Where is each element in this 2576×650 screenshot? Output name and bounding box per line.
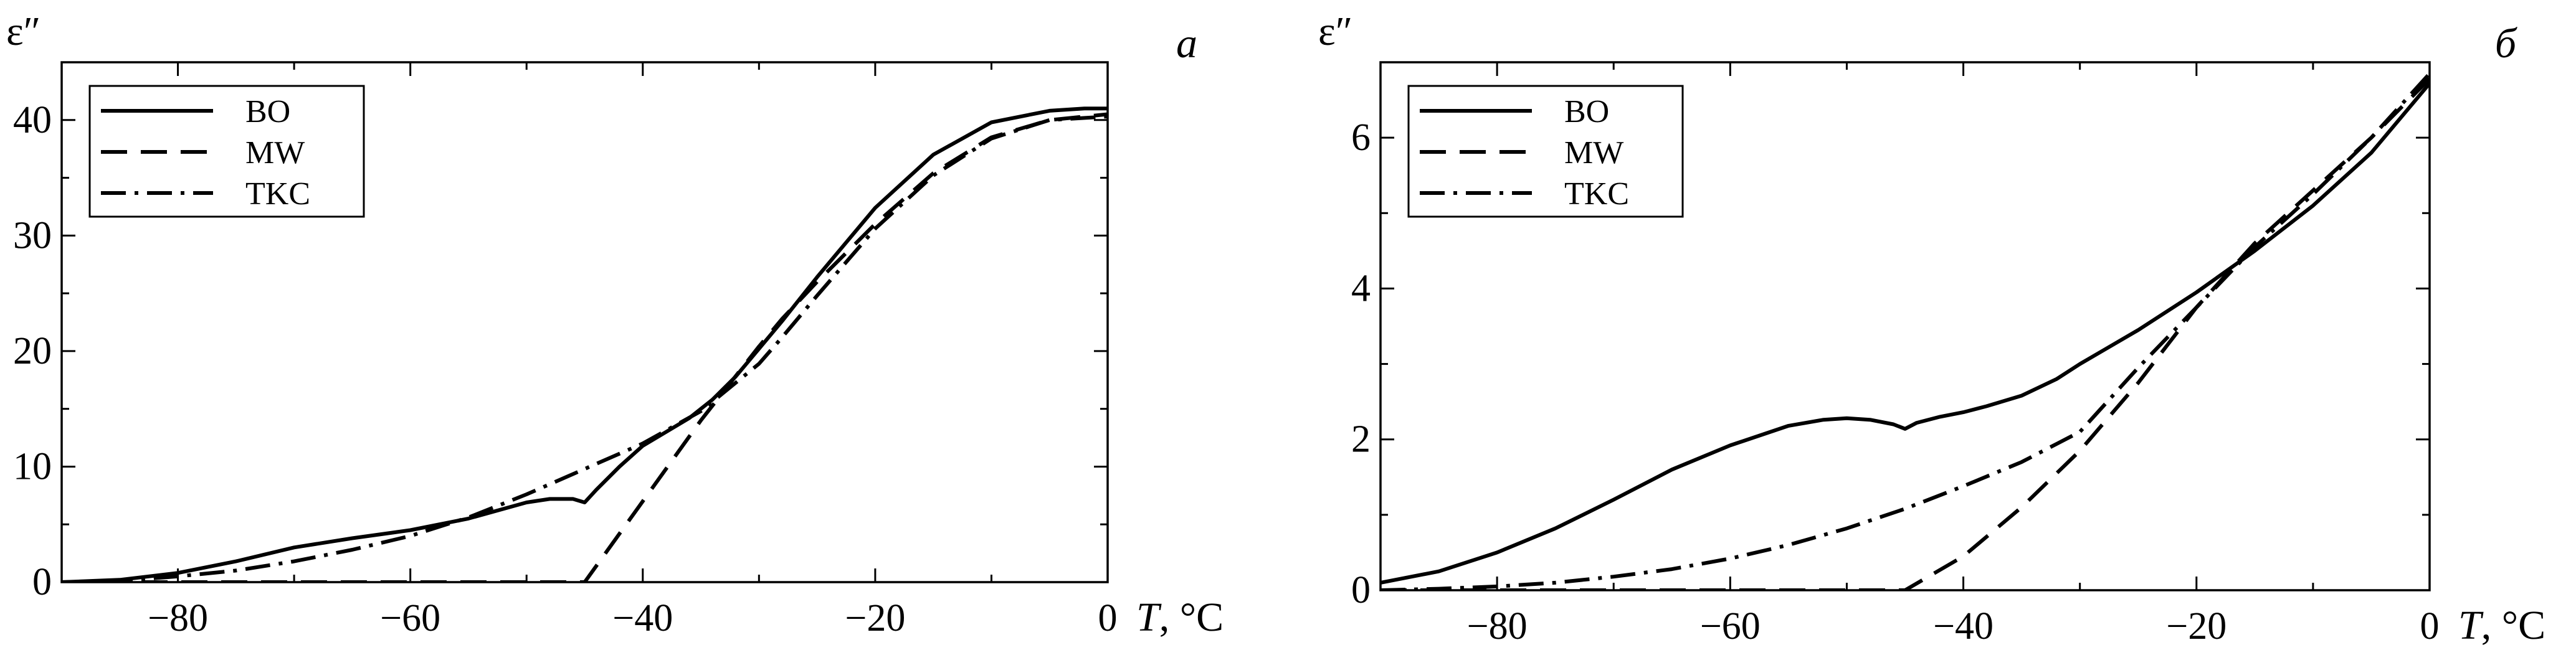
- y-tick-label: 6: [1351, 116, 1371, 159]
- series-line-tkc: [62, 115, 1108, 582]
- x-axis-label: T, °C: [1136, 595, 1224, 640]
- series-line-bo: [1381, 82, 2430, 585]
- legend-box: [1407, 85, 1684, 218]
- x-tick-label: 0: [2420, 605, 2440, 648]
- series-line-tkc: [1381, 72, 2430, 590]
- y-axis-label: ε″: [1318, 9, 1352, 54]
- series-group: [62, 106, 1108, 582]
- legend-label: TKC: [1564, 176, 1629, 212]
- chart-panel-2: 0 2 4 6 −80 −60 −40 −20 0 ε″ T, °C б BO MW TKC: [1318, 9, 2545, 648]
- legend-box: [88, 85, 365, 218]
- x-tick-label: −40: [612, 597, 673, 639]
- x-tick-label: −80: [148, 597, 208, 639]
- panel-label: б: [2495, 19, 2518, 67]
- y-tick-label: 30: [13, 214, 52, 257]
- x-tick-label: 0: [1098, 597, 1118, 639]
- x-tick-label: −60: [1700, 605, 1761, 648]
- x-tick-label: −20: [845, 597, 905, 639]
- y-tick-label: 0: [32, 561, 52, 603]
- legend-label: MW: [245, 135, 305, 171]
- y-tick-label: 40: [13, 99, 52, 141]
- legend: BO MW TKC: [88, 85, 365, 218]
- y-tick-label: 20: [13, 330, 52, 372]
- legend: BO MW TKC: [1407, 85, 1684, 218]
- panel-label: а: [1176, 19, 1197, 67]
- y-axis-label: ε″: [6, 9, 40, 54]
- x-tick-label: −80: [1467, 605, 1528, 648]
- y-tick-label: 0: [1351, 569, 1371, 611]
- x-axis-symbol: T: [2458, 603, 2484, 648]
- x-axis-label: T, °C: [2458, 603, 2545, 648]
- y-tick-label: 4: [1351, 267, 1371, 309]
- x-axis-symbol: T: [1136, 595, 1162, 640]
- legend-label: TKC: [245, 176, 310, 212]
- x-tick-label: −40: [1933, 605, 1994, 648]
- x-tick-label: −60: [380, 597, 440, 639]
- y-tick-label: 2: [1351, 418, 1371, 461]
- legend-label: BO: [1564, 94, 1609, 130]
- legend-label: BO: [245, 94, 290, 130]
- x-axis-unit: , °C: [1159, 595, 1224, 640]
- x-tick-label: −20: [2166, 605, 2227, 648]
- chart-panel-1: 0 10 20 30 40 −80 −60 −40 −20 0 ε″ T, °C а BO MW TKC: [6, 9, 1224, 640]
- series-group: [1381, 72, 2430, 590]
- series-line-bo: [62, 106, 1108, 582]
- y-tick-label: 10: [13, 445, 52, 488]
- legend-label: MW: [1564, 135, 1623, 171]
- x-axis-unit: , °C: [2481, 603, 2545, 648]
